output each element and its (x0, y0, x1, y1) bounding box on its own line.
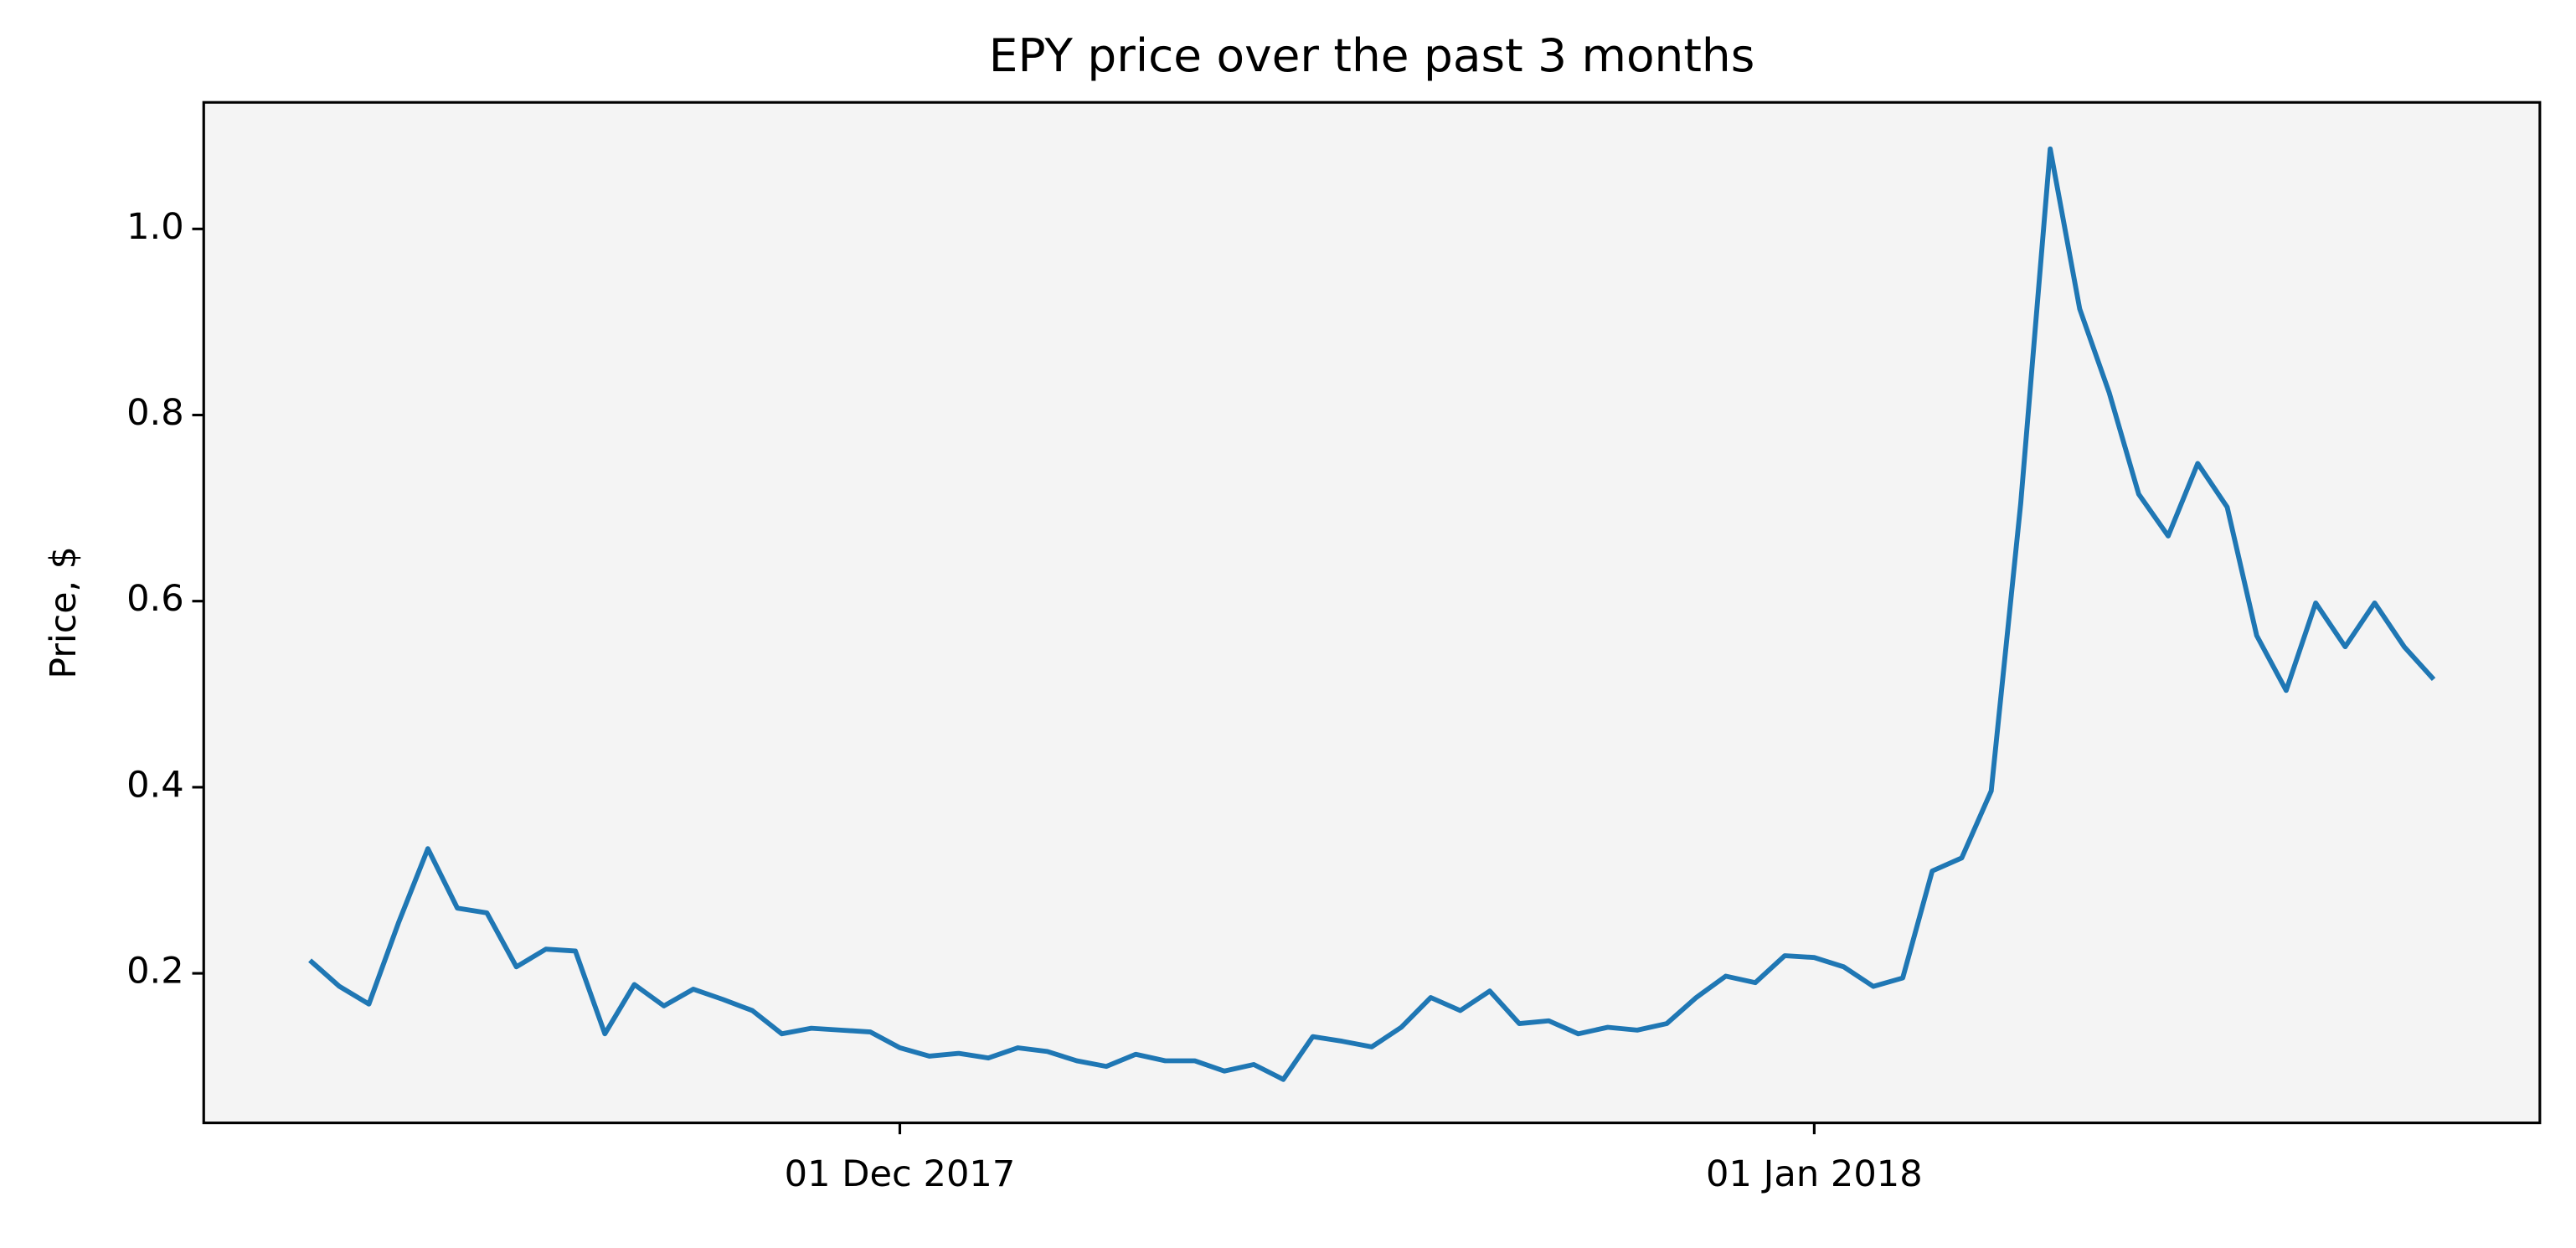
x-tick-label: 01 Jan 2018 (1706, 1153, 1923, 1195)
plot-area (204, 102, 2540, 1123)
price-line (308, 146, 2436, 1082)
plot-frame (202, 101, 2542, 1125)
y-tick-label: 0.8 (126, 392, 184, 434)
y-tick-label: 0.2 (126, 951, 184, 993)
y-axis-label: Price, $ (43, 546, 85, 678)
y-tick-label: 0.4 (126, 765, 184, 807)
y-tick-label: 0.6 (126, 578, 184, 620)
y-tick-label: 1.0 (126, 206, 184, 248)
chart-title: EPY price over the past 3 months (989, 28, 1755, 82)
x-tick-label: 01 Dec 2017 (785, 1153, 1016, 1195)
